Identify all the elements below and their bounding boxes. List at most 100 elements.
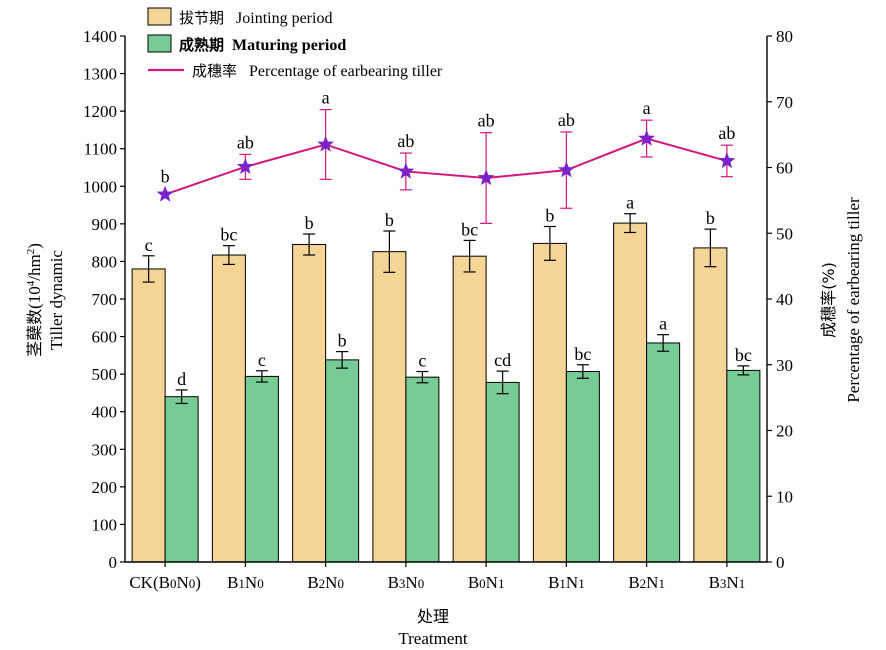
sig-label-earbearing-6: a [643,98,651,118]
y-right-tick-label-5: 50 [776,224,793,243]
y-left-tick-label-11: 1100 [84,140,117,159]
legend-jointing-en: Jointing period [236,10,332,27]
y-left-tick-label-6: 600 [92,328,118,347]
marker-earbearing-0 [156,185,174,202]
y-left-unit-pre: (10 [25,286,44,309]
y-left-tick-label-10: 1000 [83,177,117,196]
x-tick-label-6: B2N1 [628,573,665,592]
sig-label-jointing-2: b [305,213,314,233]
x-tick-label-4: B0N1 [468,573,505,592]
sig-label-maturing-6: a [659,314,667,334]
x-tick-label-1: B1N0 [227,573,264,592]
y-right-tick-label-3: 30 [776,356,793,375]
bar-jointing-7 [693,247,728,563]
y-right-title-en: Percentage of earbearing tiller [844,197,863,403]
legend-earbearing-en: Percentage of earbearing tiller [249,63,443,80]
x-tick-label-5: B1N1 [548,573,585,592]
y-left-unit-sup2: 2 [25,249,37,255]
legend-label-jointing: 拔节期 Jointing period [179,9,332,27]
line-earbearing [164,137,728,196]
y-right-title-cn: 成穗率(%) [819,262,838,338]
sig-label-earbearing-3: ab [397,131,414,151]
sig-label-jointing-3: b [385,210,394,230]
y-left-title-cn-text: 茎蘖数 [25,309,44,357]
bar-maturing-4 [485,381,520,563]
y-left-title-cn: 茎蘖数(104/hm2) [25,243,44,357]
y-right-tick-label-0: 0 [776,553,785,572]
y-left-tick-label-1: 100 [92,515,118,534]
y-right-tick-label-2: 20 [776,422,793,441]
y-left-tick-label-2: 200 [92,478,118,497]
bars-layer [131,222,761,563]
error-bars-layer [142,213,750,405]
y-left-title-en: Tiller dynamic [47,250,66,350]
y-right-tick-label-6: 60 [776,159,793,178]
x-title: 处理 Treatment [398,607,468,648]
y-left-tick-label-14: 1400 [83,27,117,46]
x-tick-label-3: B3N0 [388,573,425,592]
y-left-tick-label-5: 500 [92,365,118,384]
legend-swatch-maturing [147,34,172,53]
bar-maturing-3 [405,376,440,563]
sig-label-jointing-5: b [545,205,554,225]
y-right-tick-label-4: 40 [776,290,793,309]
legend: 拔节期 Jointing period 成熟期 Maturing period … [147,7,443,80]
y-right-tick-label-7: 70 [776,93,793,112]
legend-swatch-jointing [147,7,172,26]
sig-label-earbearing-2: a [322,88,330,108]
y-left-tick-label-13: 1300 [83,65,117,84]
bar-jointing-0 [131,268,166,563]
sig-label-maturing-1: c [258,350,266,370]
sig-label-maturing-5: bc [574,344,591,364]
y-right-tick-label-1: 10 [776,487,793,506]
y-left-unit-post: ) [25,243,44,249]
legend-label-maturing: 成熟期 Maturing period [179,36,346,54]
sig-label-earbearing-1: ab [237,132,254,152]
bar-maturing-0 [164,396,199,563]
legend-maturing-cn: 成熟期 [179,36,224,54]
sig-label-earbearing-5: ab [558,110,575,130]
bar-maturing-5 [565,371,600,563]
bar-jointing-6 [613,222,648,563]
bar-jointing-1 [211,254,246,563]
x-title-cn: 处理 [417,607,449,626]
marker-earbearing-5 [557,161,575,178]
y-left-title: 茎蘖数(104/hm2) Tiller dynamic [25,243,66,357]
bar-maturing-7 [726,369,761,563]
sig-label-maturing-7: bc [735,345,752,365]
bar-maturing-6 [646,342,681,563]
ticks-layer: 0100200300400500600700800900100011001200… [83,27,793,592]
bar-maturing-1 [244,375,279,563]
y-left-tick-label-0: 0 [109,553,118,572]
marker-earbearing-6 [638,129,656,146]
marker-earbearing-1 [236,157,254,174]
y-left-tick-label-3: 300 [92,440,118,459]
x-title-en: Treatment [398,629,468,648]
y-left-unit-sup: 4 [25,280,37,286]
sig-label-earbearing-7: ab [718,123,735,143]
marker-earbearing-4 [477,169,495,186]
sig-label-earbearing-0: b [161,166,170,186]
marker-earbearing-2 [317,135,335,152]
bar-jointing-4 [452,255,487,563]
legend-earbearing-cn: 成穗率 [192,62,237,80]
sig-label-maturing-3: c [418,351,426,371]
legend-label-earbearing: 成穗率 Percentage of earbearing tiller [192,62,443,80]
y-left-tick-label-4: 400 [92,403,118,422]
sig-label-earbearing-4: ab [478,111,495,131]
marker-earbearing-3 [397,162,415,179]
y-left-tick-label-7: 700 [92,290,118,309]
bar-jointing-5 [532,242,567,563]
y-left-tick-label-12: 1200 [83,102,117,121]
y-right-title: 成穗率(%) Percentage of earbearing tiller [819,197,863,403]
sig-label-jointing-1: bc [220,225,237,245]
sig-label-maturing-4: cd [494,350,511,370]
sig-label-jointing-0: c [145,235,153,255]
bar-jointing-2 [292,244,327,563]
sig-label-maturing-0: d [177,369,186,389]
legend-maturing-en: Maturing period [232,37,346,54]
line-layer [156,109,736,224]
x-tick-label-7: B3N1 [709,573,746,592]
